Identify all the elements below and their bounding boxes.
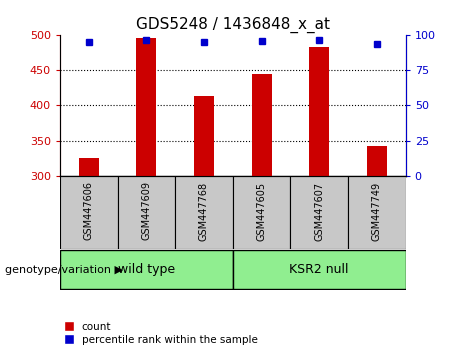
Text: GSM447607: GSM447607 (314, 182, 324, 241)
Text: GSM447605: GSM447605 (257, 182, 266, 241)
Bar (194, 96, 214, 176)
Text: GSM447749: GSM447749 (372, 182, 382, 241)
Bar (118, 176, 175, 250)
Bar (233, 176, 290, 250)
Bar (233, 250, 406, 290)
Legend: count, percentile rank within the sample: count, percentile rank within the sample (65, 322, 258, 345)
Text: KSR2 null: KSR2 null (290, 263, 349, 275)
Bar (252, 74, 272, 176)
Text: GSM447606: GSM447606 (84, 182, 94, 240)
Bar (136, 38, 156, 176)
Text: GSM447768: GSM447768 (199, 182, 209, 241)
Text: GSM447609: GSM447609 (142, 182, 151, 240)
Bar (309, 47, 329, 176)
Bar (60, 250, 233, 290)
Bar (348, 176, 406, 250)
Text: genotype/variation ▶: genotype/variation ▶ (5, 265, 123, 275)
Title: GDS5248 / 1436848_x_at: GDS5248 / 1436848_x_at (136, 16, 330, 33)
Bar (60, 176, 118, 250)
Bar (175, 176, 233, 250)
Text: wild type: wild type (118, 263, 175, 275)
Bar (367, 146, 387, 176)
Bar (79, 158, 99, 176)
Bar (290, 176, 348, 250)
